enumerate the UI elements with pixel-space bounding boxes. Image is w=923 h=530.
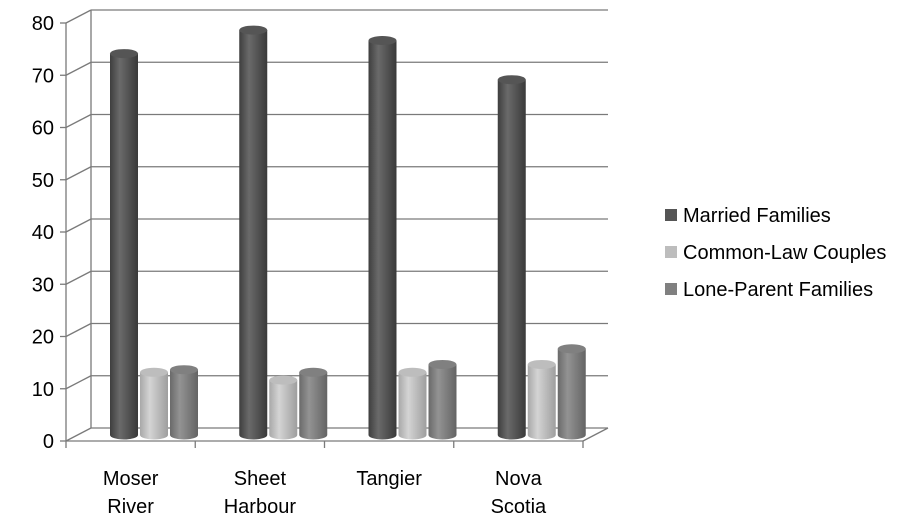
- legend-label: Married Families: [683, 205, 831, 227]
- bar-top: [557, 344, 586, 354]
- bar: [557, 344, 586, 440]
- legend-item: Common-Law Couples: [665, 242, 886, 264]
- bar-body: [398, 372, 427, 440]
- bar-top: [239, 25, 268, 35]
- bar-top: [368, 36, 397, 46]
- legend-item: Married Families: [665, 205, 831, 227]
- bars: [110, 25, 586, 440]
- bar-body: [428, 364, 457, 440]
- legend: Married Families Common-Law Couples Lone-P…: [665, 205, 886, 301]
- bar-top: [110, 49, 138, 59]
- bar: [239, 25, 268, 440]
- y-tick-label: 10: [32, 379, 54, 401]
- bar: [170, 365, 198, 440]
- bar-body: [299, 372, 328, 440]
- bar-body: [170, 369, 198, 440]
- gridline-side: [65, 166, 92, 181]
- bar-top: [140, 367, 168, 377]
- x-tick-label: Nova Scotia: [491, 468, 547, 518]
- legend-swatch: [665, 246, 677, 258]
- gridline-side: [65, 322, 92, 338]
- floor-right-edge: [582, 427, 609, 442]
- x-tick-label: Moser River: [103, 468, 159, 518]
- x-tick-label: Sheet Harbour: [224, 468, 297, 518]
- y-tick-label: 60: [32, 118, 54, 140]
- gridline-side: [65, 375, 92, 390]
- gridline-side: [65, 270, 92, 285]
- gridline-side: [65, 427, 92, 442]
- bar: [497, 75, 526, 440]
- legend-label: Common-Law Couples: [683, 242, 886, 264]
- legend-item: Lone-Parent Families: [665, 279, 873, 301]
- bar: [428, 359, 457, 440]
- gridline-side: [65, 9, 92, 24]
- bar-top: [170, 365, 198, 375]
- bar-body: [239, 30, 268, 440]
- y-tick-label: 50: [32, 170, 54, 192]
- bar-body: [110, 53, 138, 440]
- bar-top: [398, 367, 427, 377]
- gridline-side: [65, 218, 92, 233]
- bar-body: [269, 380, 298, 440]
- y-tick-label: 70: [32, 65, 54, 87]
- bar: [299, 367, 328, 440]
- bar: [110, 49, 138, 440]
- bar: [368, 36, 397, 440]
- bar: [140, 367, 168, 440]
- bar-body: [140, 372, 168, 440]
- y-tick-label: 30: [32, 274, 54, 296]
- bar-top: [269, 375, 298, 385]
- tick-labels: 0 10 20 30 40 50 60 70 80 Moser River Sheet Harbour T…: [32, 13, 547, 518]
- legend-label: Lone-Parent Families: [683, 279, 873, 301]
- bar-top: [428, 359, 457, 369]
- y-tick-label: 80: [32, 13, 54, 35]
- bar-body: [527, 364, 556, 440]
- legend-swatch: [665, 283, 677, 295]
- legend-swatch: [665, 209, 677, 221]
- bar-top: [299, 367, 328, 377]
- bar: [269, 375, 298, 440]
- y-tick-label: 20: [32, 327, 54, 349]
- gridline-side: [65, 61, 92, 76]
- bar: [398, 367, 427, 440]
- axes: [60, 10, 609, 448]
- y-tick-label: 40: [32, 222, 54, 244]
- bar-body: [368, 40, 397, 440]
- bar-body: [557, 348, 586, 440]
- gridline-side: [65, 113, 92, 129]
- y-tick-label: 0: [43, 431, 54, 453]
- bar-body: [497, 79, 526, 440]
- bar-top: [497, 75, 526, 85]
- bar: [527, 359, 556, 440]
- bar-top: [527, 359, 556, 369]
- x-tick-label: Tangier: [356, 468, 422, 490]
